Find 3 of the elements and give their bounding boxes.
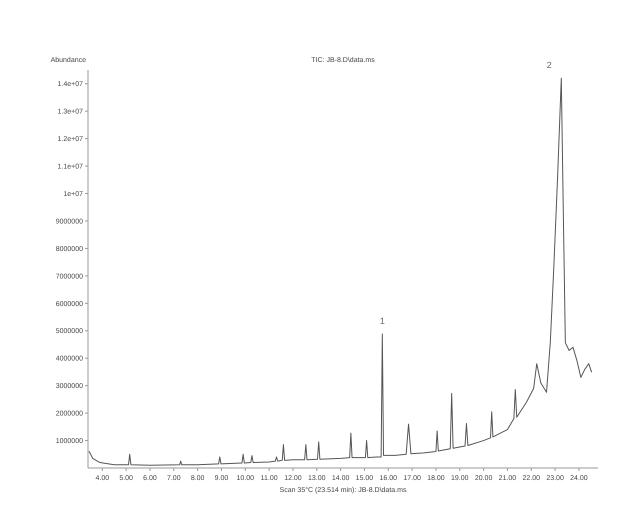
annotation: 1 — [380, 316, 385, 326]
line-series — [88, 78, 592, 466]
annotation: 2 — [546, 60, 552, 70]
